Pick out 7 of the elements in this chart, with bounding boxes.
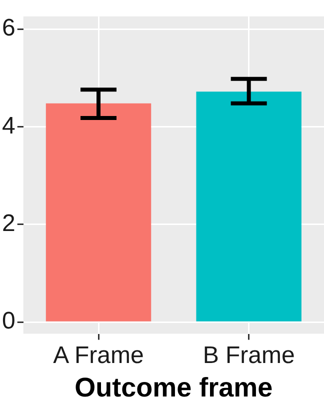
x-axis-title: Outcome frame xyxy=(74,372,273,402)
y-tick-label: 6 xyxy=(2,14,16,42)
y-tick-label: 0 xyxy=(2,308,16,335)
y-tick-label: 2 xyxy=(2,210,16,238)
y-tick-label: 4 xyxy=(2,112,16,140)
x-tick-label: A Frame xyxy=(53,342,144,369)
x-tick-label: B Frame xyxy=(202,342,295,369)
